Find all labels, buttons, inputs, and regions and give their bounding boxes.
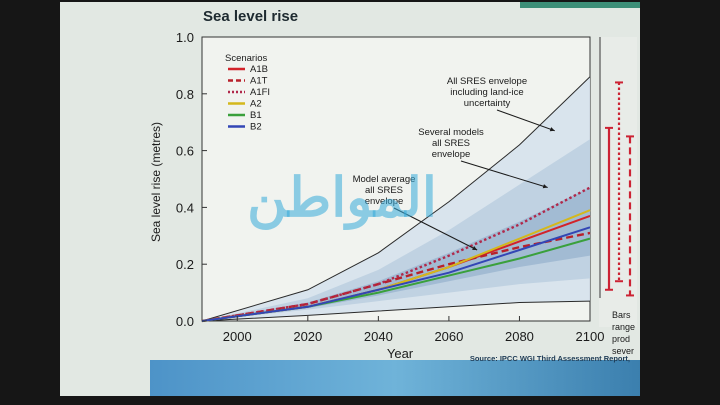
annotation-arrow — [496, 109, 555, 132]
y-axis-label: Sea level rise (metres) — [149, 122, 163, 242]
right-note-3: prod — [612, 334, 630, 344]
y-tick-label: 0.0 — [176, 314, 194, 329]
annotation-text: All SRES envelope — [447, 76, 527, 87]
annotation-arrowhead — [542, 184, 548, 189]
series-line-a1t — [201, 231, 591, 323]
annotation-text: Model average — [353, 174, 416, 185]
x-tick-label: 2040 — [364, 329, 393, 344]
legend-label-b1: B1 — [250, 110, 262, 121]
plot-content: 2000 2020 2040 2060 2080 2100 0.0 0.2 0.4 0.6 0.8 1… — [176, 30, 605, 344]
ocean-strip — [150, 360, 640, 396]
legend-label-a1b: A1B — [250, 64, 268, 75]
x-axis-label: Year — [387, 346, 414, 361]
legend-label-a2: A2 — [250, 99, 262, 110]
watermark-logo: المواطن — [247, 168, 437, 231]
annotation-text: all SRES — [365, 185, 403, 196]
slide-title: Sea level rise — [203, 8, 298, 25]
y-tick-label: 0.8 — [176, 87, 194, 102]
annotation-text: envelope — [432, 149, 471, 160]
annotation-text: uncertainty — [464, 98, 511, 109]
envelope-models — [202, 139, 590, 321]
legend-label-a1fi: A1FI — [250, 87, 270, 98]
annotation-text: including land-ice — [450, 87, 523, 98]
y-tick-label: 0.4 — [176, 200, 194, 215]
y-tick-label: 0.6 — [176, 144, 194, 159]
right-note-4: sever — [612, 346, 634, 356]
annotation-arrow — [393, 207, 478, 251]
legend-label-a1t: A1T — [250, 76, 268, 87]
x-tick-label: 2020 — [293, 329, 322, 344]
x-tick-label: 2080 — [505, 329, 534, 344]
right-note-2: range — [612, 322, 635, 332]
envelope-upper-line — [201, 76, 591, 322]
legend-title: Scenarios — [225, 53, 267, 64]
y-tick-label: 0.2 — [176, 257, 194, 272]
annotation-arrowhead — [472, 246, 478, 250]
x-tick-label: 2100 — [576, 329, 605, 344]
annotation-text: Several models — [418, 127, 484, 138]
series-line-b2 — [201, 226, 591, 322]
envelope-lower-line — [201, 300, 591, 322]
source-note: Source: IPCC WGI Third Assessment Report… — [470, 354, 630, 363]
right-note-1: Bars — [612, 310, 631, 320]
annotation-text: all SRES — [432, 138, 470, 149]
top-strip — [520, 2, 640, 8]
legend-label-b2: B2 — [250, 122, 262, 133]
series-line-a1fi — [201, 186, 591, 323]
envelope-average — [202, 187, 590, 321]
annotation-arrow — [460, 160, 548, 188]
bars-panel — [599, 37, 637, 327]
annotation-text: envelope — [365, 196, 404, 207]
range-bars — [605, 81, 634, 297]
y-tick-label: 1.0 — [176, 30, 194, 45]
x-tick-label: 2000 — [223, 329, 252, 344]
x-tick-label: 2060 — [434, 329, 463, 344]
annotation-arrowhead — [549, 127, 555, 132]
